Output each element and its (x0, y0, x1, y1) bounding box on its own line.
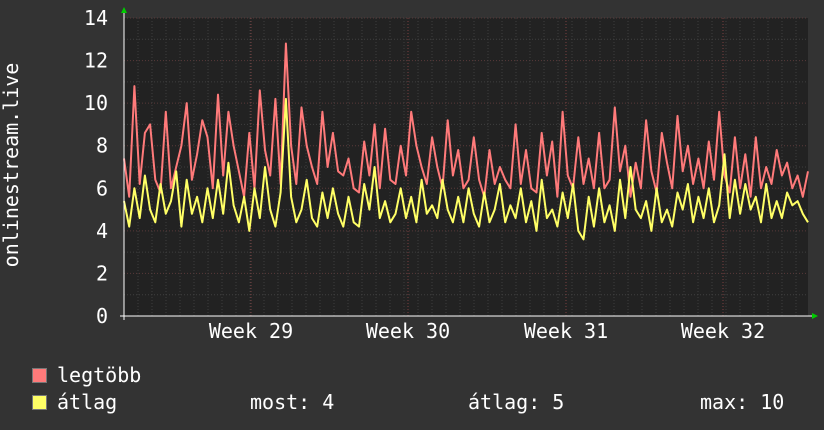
stat-current: most: 4 (250, 390, 335, 414)
x-tick-label: Week 29 (209, 319, 293, 343)
legend-swatch-max (32, 368, 47, 383)
legend-label-avg: átlag (57, 390, 118, 414)
stat-average: átlag: 5 (468, 390, 565, 414)
y-tick-label: 10 (84, 91, 108, 115)
x-axis-arrow (812, 313, 818, 319)
y-tick-label: 6 (96, 176, 108, 200)
x-tick-label: Week 32 (681, 319, 765, 343)
y-tick-label: 4 (96, 219, 108, 243)
legend-item-max: legtöbb (32, 363, 141, 387)
y-axis-arrow (121, 7, 127, 13)
y-tick-label: 8 (96, 134, 108, 158)
chart-svg: 0 2 4 6 8 10 12 14 Week 29 Week 30 Week 31 Week 32… (0, 6, 818, 343)
y-tick-label: 12 (84, 49, 108, 73)
legend-label-max: legtöbb (57, 363, 142, 387)
series-line-max (123, 42, 809, 198)
y-axis-label: onlinestream.live (0, 63, 23, 268)
legend-item-avg: átlag (32, 390, 117, 414)
y-tick-label: 14 (84, 6, 108, 30)
legend-swatch-avg (32, 395, 47, 410)
y-tick-label: 0 (96, 304, 108, 328)
x-tick-labels: Week 29 Week 30 Week 31 Week 32 (209, 319, 765, 343)
y-tick-labels: 0 2 4 6 8 10 12 14 (84, 6, 108, 328)
series-line-avg (123, 97, 809, 241)
series-group (123, 42, 809, 241)
x-tick-label: Week 31 (524, 319, 608, 343)
stat-max: max: 10 (700, 390, 785, 414)
x-tick-label: Week 30 (366, 319, 450, 343)
y-tick-label: 2 (96, 261, 108, 285)
